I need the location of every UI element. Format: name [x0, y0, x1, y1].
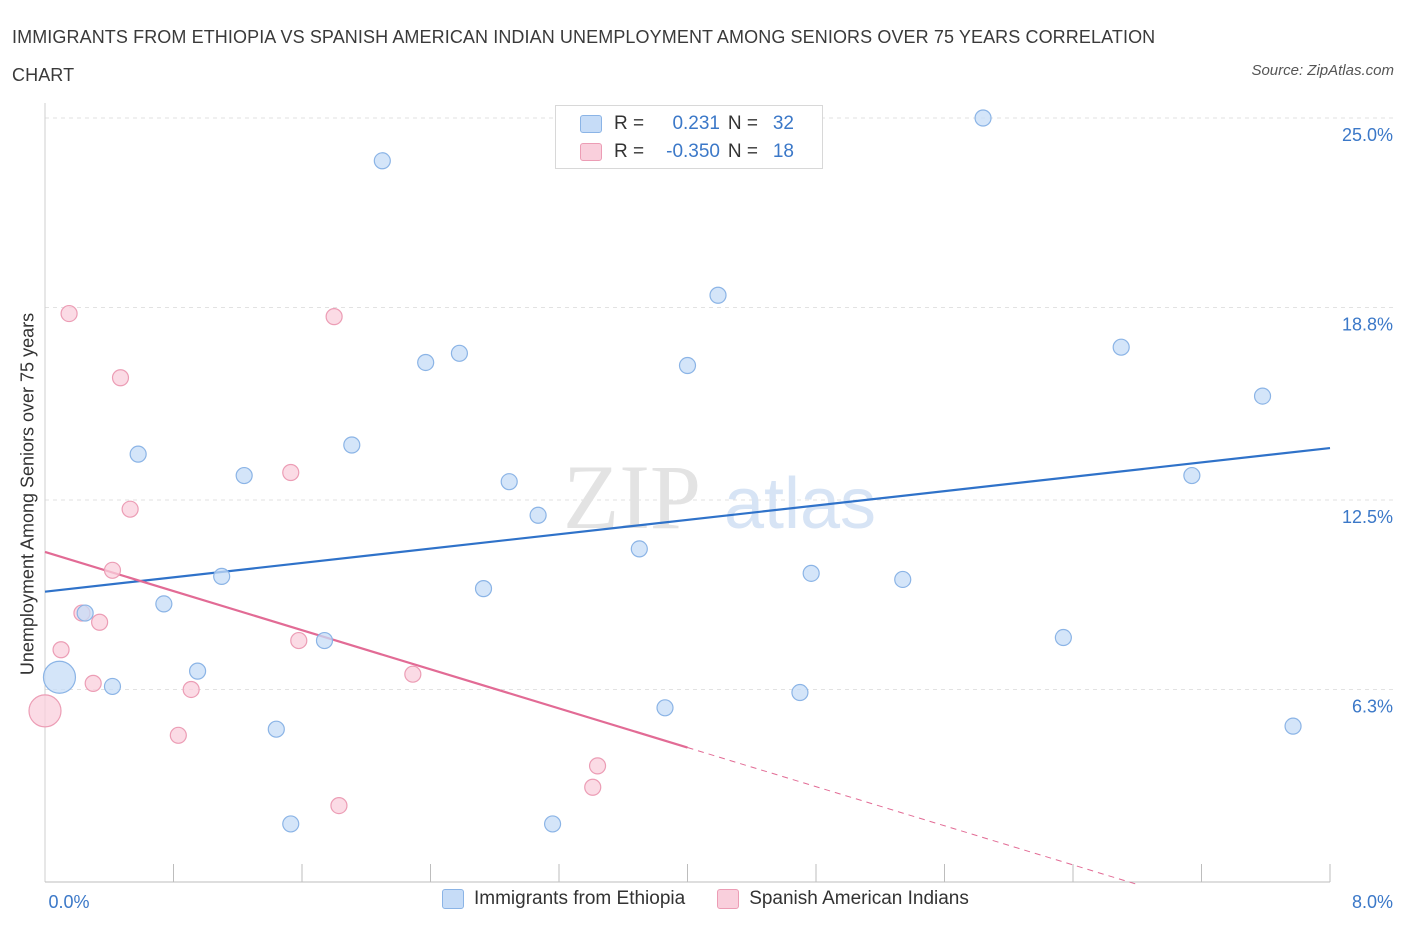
x-tick-label: 8.0%: [1352, 892, 1393, 912]
grid: [45, 117, 1395, 690]
legend-item-ethiopia[interactable]: Immigrants from Ethiopia: [442, 888, 685, 910]
legend-row-spanish-american-indians: R = -0.350 N = 18: [580, 140, 794, 164]
ethiopia-point: [235, 466, 253, 485]
spanish-american-indian-point: [91, 613, 109, 631]
ethiopia-point: [42, 660, 77, 694]
legend-r-label: R =: [614, 141, 645, 162]
y-tick-label: 18.8%: [1342, 314, 1393, 334]
legend-n-value: 32: [772, 113, 794, 134]
legend-swatch-pink: [580, 143, 602, 161]
ethiopia-point: [1112, 338, 1130, 356]
ethiopia-point: [500, 473, 518, 491]
spanish-american-indian-point: [169, 726, 187, 744]
spanish-american-indian-point: [325, 308, 343, 326]
watermark-zip: ZIP: [563, 446, 701, 548]
ethiopia-point: [1284, 717, 1302, 735]
legend-row-ethiopia: R = 0.231 N = 32: [580, 112, 794, 136]
spanish-american-indian-point: [282, 463, 300, 482]
legend-swatch-blue: [580, 115, 602, 133]
ethiopia-point: [543, 815, 562, 833]
ethiopia-point: [315, 631, 334, 650]
legend-label: Spanish American Indians: [749, 888, 969, 909]
legend-swatch-pink: [717, 889, 740, 909]
series-legend: Immigrants from Ethiopia Spanish America…: [442, 888, 1001, 910]
spanish-american-indian-point: [60, 304, 78, 323]
trend-line-spanish-american-indians: [44, 550, 688, 749]
legend-n-value: 18: [772, 141, 794, 162]
ethiopia-point: [1054, 628, 1072, 647]
legend-n-label: N =: [727, 141, 758, 162]
x-tick-label: 0.0%: [48, 892, 89, 912]
y-tick-label: 6.3%: [1352, 696, 1393, 716]
spanish-american-indian-point: [182, 680, 200, 699]
correlation-legend: R = 0.231 N = 32 R = -0.350 N = 18: [555, 105, 823, 169]
watermark-atlas: atlas: [724, 464, 876, 544]
ethiopia-point: [76, 604, 94, 622]
spanish-american-indian-point: [28, 694, 62, 728]
legend-swatch-blue: [442, 889, 464, 909]
y-tick-label: 12.5%: [1342, 507, 1393, 527]
ethiopia-point: [103, 677, 122, 696]
legend-r-label: R =: [614, 113, 645, 134]
spanish-american-indian-point: [584, 778, 602, 796]
ethiopia-point: [450, 344, 469, 362]
ethiopia-point: [656, 699, 674, 717]
ethiopia-point: [709, 286, 727, 304]
ethiopia-point: [282, 815, 300, 833]
legend-item-spanish-american-indians[interactable]: Spanish American Indians: [717, 888, 969, 910]
axes: [44, 103, 1331, 883]
y-tick-label: 25.0%: [1342, 125, 1393, 145]
spanish-american-indian-point: [290, 631, 308, 650]
legend-r-value: -0.350: [666, 141, 720, 162]
ethiopia-point: [791, 683, 809, 702]
ethiopia-point: [129, 445, 147, 463]
data-points: [28, 109, 1302, 833]
ethiopia-point: [974, 109, 992, 127]
ethiopia-point: [802, 564, 820, 582]
ethiopia-point: [894, 570, 912, 589]
ethiopia-point: [155, 595, 173, 613]
ethiopia-point: [267, 720, 285, 738]
ethiopia-point: [678, 356, 697, 375]
legend-n-label: N =: [727, 113, 758, 134]
ethiopia-point: [373, 152, 391, 170]
ethiopia-point: [213, 567, 231, 586]
tick-labels: 6.3% 12.5% 18.8% 25.0% 0.0% 8.0%: [48, 125, 1393, 912]
ethiopia-point: [188, 662, 207, 680]
spanish-american-indian-point: [84, 674, 102, 692]
chart-title: IMMIGRANTS FROM ETHIOPIA VS SPANISH AMER…: [12, 27, 1156, 85]
legend-label: Immigrants from Ethiopia: [474, 888, 686, 909]
spanish-american-indian-point: [588, 757, 607, 775]
ethiopia-point: [1253, 387, 1272, 405]
ethiopia-point: [417, 353, 435, 372]
spanish-american-indian-point: [52, 641, 70, 659]
trend-line-extension: [687, 747, 1138, 885]
y-axis-label: Unemployment Among Seniors over 75 years: [17, 312, 38, 676]
source-credit: Source: ZipAtlas.com: [1251, 62, 1394, 79]
ethiopia-point: [1183, 466, 1201, 485]
trend-lines: [44, 446, 1331, 885]
ethiopia-point: [474, 580, 493, 598]
spanish-american-indian-point: [330, 796, 348, 815]
spanish-american-indian-point: [121, 500, 139, 518]
ethiopia-point: [529, 506, 547, 524]
spanish-american-indian-point: [103, 561, 122, 579]
spanish-american-indian-point: [404, 665, 422, 683]
legend-r-value: 0.231: [672, 113, 720, 134]
trend-line-ethiopia: [44, 446, 1331, 593]
ethiopia-point: [630, 540, 648, 558]
spanish-american-indian-point: [111, 369, 130, 387]
ethiopia-point: [343, 436, 361, 454]
watermark: ZIP atlas: [563, 446, 876, 548]
